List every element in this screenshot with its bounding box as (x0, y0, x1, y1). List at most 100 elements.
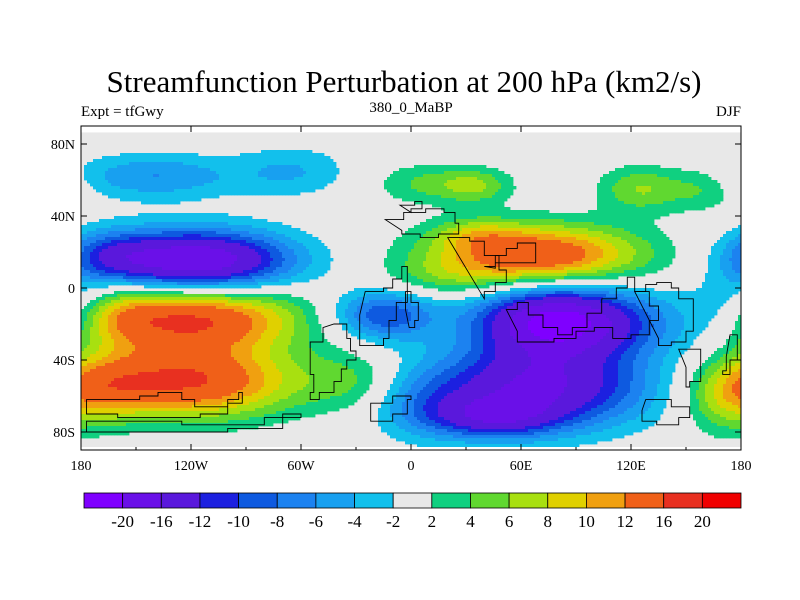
contour-cell (729, 243, 733, 247)
contour-cell (387, 252, 391, 256)
contour-cell (489, 219, 493, 223)
contour-cell (135, 231, 139, 235)
contour-cell (150, 195, 154, 199)
contour-cell (585, 240, 589, 244)
contour-cell (693, 177, 697, 181)
contour-cell (462, 219, 466, 223)
contour-cell (630, 222, 634, 226)
contour-cell (693, 180, 697, 184)
contour-cell (264, 159, 268, 163)
contour-cell (168, 231, 172, 235)
contour-cell (483, 165, 487, 169)
contour-cell (513, 231, 517, 235)
contour-cell (459, 186, 463, 190)
contour-cell (624, 222, 628, 226)
contour-cell (516, 234, 520, 238)
contour-cell (219, 252, 223, 256)
contour-cell (687, 192, 691, 196)
contour-cell (435, 129, 439, 133)
contour-cell (456, 201, 460, 205)
contour-cell (639, 171, 643, 175)
contour-cell (597, 183, 601, 187)
contour-cell (183, 240, 187, 244)
contour-cell (177, 246, 181, 250)
contour-cell (210, 234, 214, 238)
contour-cell (288, 186, 292, 190)
contour-cell (264, 177, 268, 181)
contour-cell (477, 225, 481, 229)
contour-cell (132, 186, 136, 190)
contour-cell (396, 189, 400, 193)
contour-cell (234, 249, 238, 253)
contour-cell (258, 246, 262, 250)
contour-cell (660, 204, 664, 208)
contour-cell (168, 174, 172, 178)
contour-cell (288, 246, 292, 250)
contour-cell (633, 129, 637, 133)
contour-cell (300, 243, 304, 247)
contour-cell (396, 246, 400, 250)
contour-cell (603, 243, 607, 247)
contour-cell (282, 228, 286, 232)
contour-cell (615, 240, 619, 244)
contour-cell (183, 156, 187, 160)
contour-cell (465, 126, 469, 130)
contour-cell (663, 126, 667, 130)
contour-cell (462, 165, 466, 169)
contour-cell (609, 186, 613, 190)
contour-cell (138, 126, 142, 130)
contour-cell (417, 174, 421, 178)
contour-cell (423, 246, 427, 250)
contour-cell (621, 228, 625, 232)
contour-cell (183, 192, 187, 196)
contour-cell (258, 165, 262, 169)
contour-cell (300, 153, 304, 157)
contour-cell (609, 174, 613, 178)
contour-cell (483, 189, 487, 193)
contour-cell (306, 162, 310, 166)
contour-cell (672, 171, 676, 175)
contour-cell (123, 222, 127, 226)
contour-cell (618, 186, 622, 190)
contour-cell (270, 162, 274, 166)
contour-cell (447, 243, 451, 247)
contour-cell (654, 171, 658, 175)
contour-cell (501, 189, 505, 193)
contour-cell (150, 234, 154, 238)
contour-cell (645, 201, 649, 205)
contour-cell (591, 240, 595, 244)
contour-cell (432, 246, 436, 250)
contour-cell (138, 168, 142, 172)
contour-cell (522, 213, 526, 217)
contour-cell (141, 201, 145, 205)
contour-cell (531, 222, 535, 226)
contour-cell (471, 189, 475, 193)
contour-cell (246, 156, 250, 160)
contour-cell (609, 207, 613, 211)
contour-cell (114, 237, 118, 241)
contour-cell (282, 246, 286, 250)
contour-cell (432, 228, 436, 232)
contour-cell (273, 129, 277, 133)
contour-cell (117, 237, 121, 241)
contour-cell (309, 240, 313, 244)
contour-cell (219, 186, 223, 190)
contour-cell (537, 240, 541, 244)
contour-cell (318, 243, 322, 247)
contour-cell (648, 210, 652, 214)
contour-cell (444, 171, 448, 175)
contour-cell (456, 228, 460, 232)
contour-cell (564, 249, 568, 253)
contour-cell (453, 228, 457, 232)
contour-cell (486, 213, 490, 217)
contour-cell (195, 195, 199, 199)
contour-cell (306, 129, 310, 133)
contour-cell (666, 171, 670, 175)
contour-cell (459, 165, 463, 169)
contour-cell (237, 180, 241, 184)
contour-cell (453, 249, 457, 253)
contour-cell (222, 228, 226, 232)
contour-cell (498, 189, 502, 193)
contour-cell (291, 171, 295, 175)
contour-cell (480, 195, 484, 199)
